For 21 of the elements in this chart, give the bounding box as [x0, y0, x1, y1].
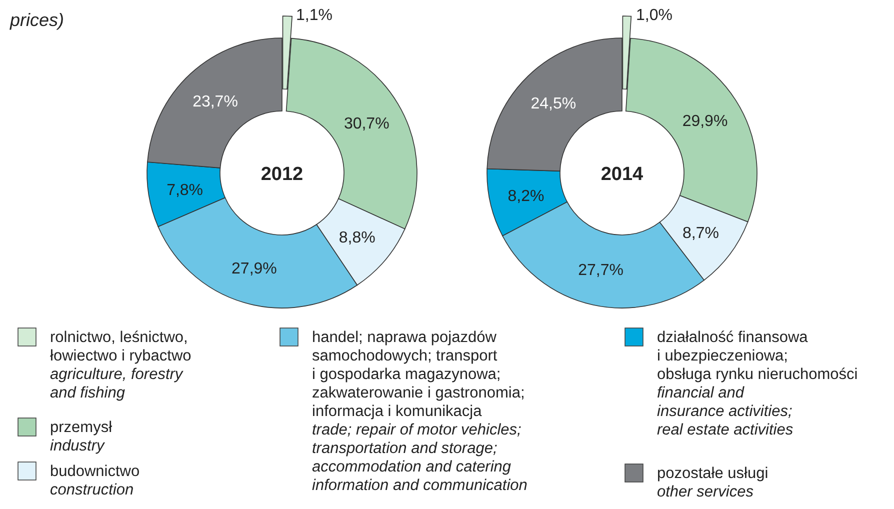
- legend-label: rolnictwo, leśnictwo, łowiectwo i rybactwo agriculture, forestry and fishing: [50, 329, 192, 402]
- text: prices): [9, 10, 64, 30]
- legend-label: przemysł industry: [50, 419, 113, 454]
- data-label: 24,5%: [530, 95, 576, 112]
- data-label: 27,9%: [232, 260, 277, 278]
- category-label: handel; naprawa pojazdów samochodowych; transport i gospodarka magazynowa; zakwaterowanie i gastronomia; informacja i komunikacja trade; repair of motor vehicles; transportation and storage; accommodation and catering information and communication: [312, 329, 528, 494]
- data-label: 8,7%: [682, 225, 720, 242]
- data-label: 29,9%: [682, 112, 728, 130]
- data-label: 8,2%: [508, 188, 544, 206]
- text: 2014: [600, 164, 644, 185]
- legend-label: pozostałe usługi other services: [657, 465, 768, 500]
- data-label: 30,7%: [344, 116, 390, 133]
- data-label: 1,0%: [636, 7, 672, 24]
- legend-label: budownictwo construction: [50, 463, 140, 498]
- data-label: 27,7%: [578, 262, 624, 280]
- text: 2012: [260, 164, 304, 185]
- legend-label: działalność finansowa i ubezpieczeniowa; obsługa rynku nieruchomości financial and insurance activities; real estate activities: [657, 329, 858, 438]
- data-label: 1,1%: [296, 7, 332, 24]
- data-label: 8,8%: [338, 230, 376, 247]
- data-label: 23,7%: [192, 94, 238, 111]
- data-label: 7,8%: [166, 182, 204, 200]
